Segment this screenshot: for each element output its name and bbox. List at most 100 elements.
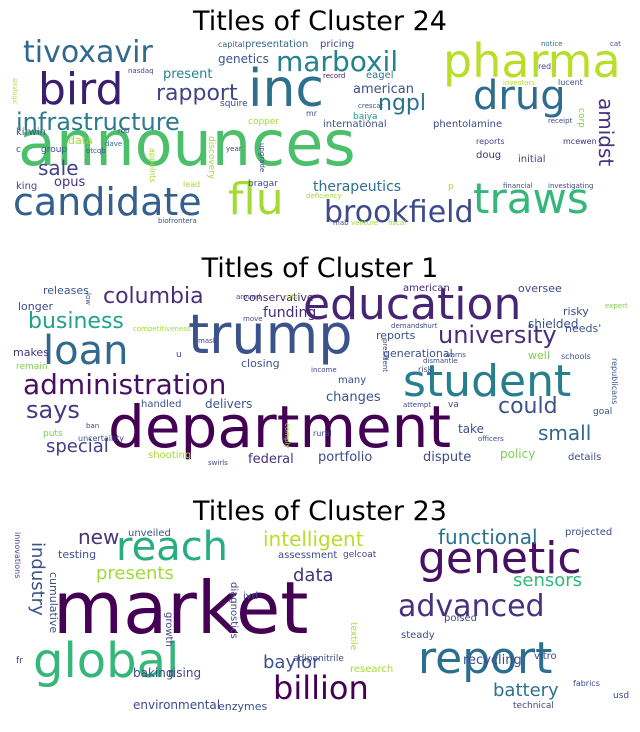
cloud-word: projected (565, 527, 613, 538)
cloud-word: administration (23, 368, 227, 401)
cloud-word: intelligent (263, 527, 364, 551)
cloud-word: unveiled (128, 528, 171, 539)
cloud-word: sensors (513, 570, 583, 591)
cloud-word: details (568, 452, 602, 463)
cloud-word: group (41, 145, 68, 155)
cloud-word: lucent (558, 78, 583, 87)
cloud-word: va (448, 400, 459, 410)
cloud-word: phentolamine (433, 119, 503, 130)
cloud-word: republicans (610, 358, 619, 405)
cloud-word: could (498, 394, 558, 419)
cloud-word: education (303, 283, 522, 330)
cloud-word: makes (13, 346, 49, 359)
cloud-word: small (538, 421, 592, 445)
cloud-title-cluster-24: Titles of Cluster 24 (193, 6, 447, 37)
cloud-word: squire (220, 99, 248, 109)
cloud-word: around (236, 293, 261, 301)
cloud-word: textile (348, 622, 358, 651)
cloud-word: student (403, 356, 572, 407)
cloud-word: growth (163, 612, 174, 647)
cloud-word: dismantle (423, 357, 458, 365)
cloud-word: mask (198, 337, 217, 345)
cloud-word: needs' (565, 322, 602, 335)
cloud-word: american (403, 283, 450, 294)
word-cloud-cluster-1: department trump education student loan admin… (8, 283, 632, 488)
cloud-word: reports (376, 329, 416, 342)
cloud-word: american (353, 82, 414, 97)
cloud-word: cat (610, 40, 621, 48)
cloud-word: sale (38, 156, 79, 180)
cloud-word: university (438, 321, 557, 349)
cloud-word: warns (445, 351, 466, 359)
cloud-word: well (528, 349, 550, 362)
word-cloud-cluster-24: announces inc pharma bird drug traws candidate… (8, 38, 632, 243)
cloud-word: attempt (403, 401, 432, 409)
cloud-title-cluster-1: Titles of Cluster 1 (201, 253, 439, 284)
cloud-word: recycling (463, 653, 522, 668)
cloud-word: technical (513, 701, 554, 711)
cloud-word: global (33, 633, 180, 689)
cloud-word: doug (476, 150, 502, 161)
cloud-word: marboxil (276, 45, 399, 78)
cloud-word: says (26, 396, 80, 424)
cloud-word: flu (228, 174, 284, 225)
cloud-word: fr (16, 656, 23, 666)
cloud-word: billion (273, 669, 369, 707)
cloud-word: tivoxavir (23, 38, 153, 70)
cloud-word: shielded (528, 317, 579, 331)
cloud-word: bird (38, 64, 124, 115)
cloud-word: ban (86, 422, 100, 430)
cloud-word: usd (613, 691, 630, 701)
cloud-word: funding (263, 305, 317, 321)
cloud-word: genetics (218, 52, 269, 66)
cloud-word: market (53, 566, 309, 650)
cloud-word: innovations (13, 532, 22, 579)
cloud-word: biofrontera (158, 217, 197, 225)
cloud-word: shooting (148, 450, 192, 461)
cloud-word: traws (473, 174, 589, 223)
cloud-word: policy (500, 447, 536, 461)
cloud-word: vitro (534, 651, 557, 662)
cloud-word: advanced (398, 589, 545, 624)
cloud-word: federal (248, 452, 294, 467)
cloud-word: longer (18, 300, 54, 313)
cloud-word: year (226, 145, 242, 153)
cloud-word: lead (183, 180, 201, 189)
cloud-word: brookfield (324, 195, 474, 230)
cloud-word: demands (391, 322, 424, 330)
cloud-word: loan (43, 328, 129, 374)
cloud-word: discovery (206, 136, 216, 180)
cloud-word: expert (605, 302, 628, 310)
cloud-word: goal (593, 407, 613, 417)
cloud-word: reach (116, 527, 229, 570)
cloud-word: opus (54, 175, 86, 190)
cloud-word: poised (444, 613, 477, 624)
word-cloud-cluster-23: market global genetic report reach advanced bi… (8, 527, 632, 732)
cloud-word: competitiveness' (133, 325, 193, 333)
cloud-word: mcewen (563, 137, 597, 146)
cloud-word: baking (133, 666, 174, 680)
cloud-word: international (323, 119, 387, 130)
cloud-word: amidst (594, 98, 618, 167)
cloud-word: schools (561, 352, 591, 361)
cloud-word: generational (383, 347, 453, 360)
cloud-word: fiscal (388, 219, 407, 227)
cloud-word: releases (43, 284, 89, 297)
cloud-word: environmental (133, 698, 221, 712)
cloud-word: king (16, 181, 38, 192)
cloud-word: mr (306, 109, 318, 118)
cloud-word: battery (493, 680, 559, 701)
cloud-word: risk (418, 365, 433, 374)
cloud-word: many (338, 375, 367, 386)
cloud-word: rural (313, 429, 332, 438)
cloud-word: dispute (423, 450, 472, 465)
cloud-word: uncertainty (78, 434, 124, 443)
cloud-word: dave (105, 140, 123, 148)
cloud-word: officers (478, 435, 504, 443)
cloud-word: cumulative (47, 572, 60, 634)
cloud-word: fabrics (573, 679, 600, 688)
cloud-word: adiponitrile (293, 654, 344, 664)
cloud-word: risky (563, 305, 589, 318)
cloud-word: venture (351, 219, 379, 227)
cloud-word: initial (518, 154, 546, 165)
